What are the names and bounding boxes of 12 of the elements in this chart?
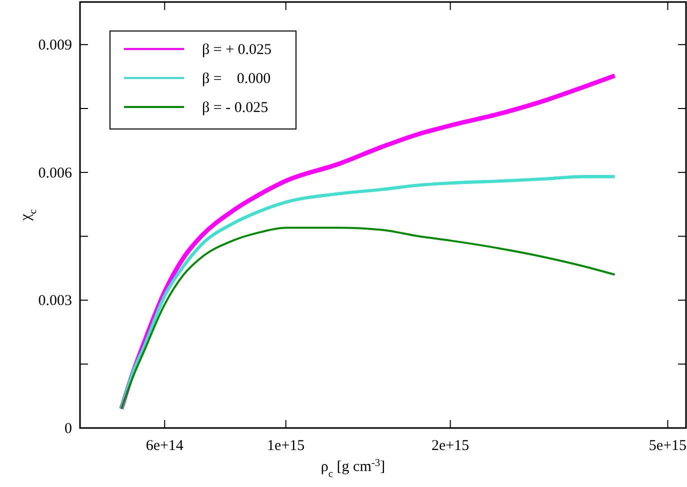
x-tick-label: 5e+15 xyxy=(648,438,687,454)
legend-label: β = - 0.025 xyxy=(202,100,268,116)
x-tick-label: 2e+15 xyxy=(432,438,470,454)
y-tick-label: 0.006 xyxy=(38,165,72,182)
x-tick-label: 1e+15 xyxy=(267,438,305,454)
y-tick-label: 0.009 xyxy=(38,38,72,54)
x-tick-label: 6e+14 xyxy=(146,438,184,454)
legend-label: β = 0.000 xyxy=(202,71,271,87)
x-axis-title: ρ$_{c}$ [g cm$^{-3}$] xyxy=(320,458,386,480)
legend-label: β = + 0.025 xyxy=(202,42,272,58)
y-tick-label: 0.003 xyxy=(38,293,72,310)
y-tick-label: 0 xyxy=(64,421,72,437)
